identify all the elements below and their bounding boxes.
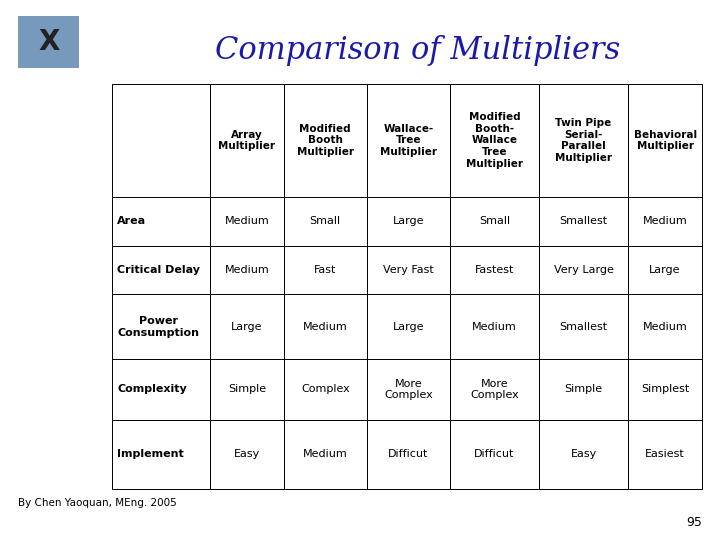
Bar [628,420,702,489]
Text: Medium: Medium [303,449,348,460]
Text: Simplest: Simplest [641,384,689,395]
Text: Critical Delay: Critical Delay [117,265,200,275]
Bar [450,84,539,197]
Text: Large: Large [392,322,424,332]
Bar [450,246,539,294]
Text: Comparison of Multipliers: Comparison of Multipliers [215,35,620,66]
Text: Medium: Medium [643,322,688,332]
Bar [628,359,702,420]
Text: Twin Pipe
Serial-
Parallel
Multiplier: Twin Pipe Serial- Parallel Multiplier [555,118,612,163]
Text: X: X [38,28,60,56]
Bar [18,16,79,68]
Bar [366,197,450,246]
Bar [628,84,702,197]
Text: Power
Consumption: Power Consumption [117,316,199,338]
Text: Fast: Fast [314,265,336,275]
Bar [450,197,539,246]
Text: Difficut: Difficut [388,449,428,460]
Bar [210,359,284,420]
Text: Fastest: Fastest [474,265,514,275]
Text: Large: Large [649,265,681,275]
Bar [112,246,210,294]
Bar [112,294,210,359]
Bar [284,294,366,359]
Text: By Chen Yaoquan, MEng. 2005: By Chen Yaoquan, MEng. 2005 [18,497,176,508]
Text: More
Complex: More Complex [470,379,519,400]
Text: Small: Small [479,217,510,226]
Bar [284,246,366,294]
Text: Medium: Medium [472,322,517,332]
Bar [539,420,628,489]
Bar [112,197,210,246]
Text: Modified
Booth
Multiplier: Modified Booth Multiplier [297,124,354,157]
Bar [210,246,284,294]
Bar [284,84,366,197]
Bar [539,84,628,197]
Text: Medium: Medium [303,322,348,332]
Bar [284,359,366,420]
Text: 95: 95 [686,516,702,529]
Bar [210,197,284,246]
Bar [539,359,628,420]
Text: Easiest: Easiest [645,449,685,460]
Bar [539,197,628,246]
Bar [210,294,284,359]
Bar [112,359,210,420]
Text: More
Complex: More Complex [384,379,433,400]
Text: Medium: Medium [225,265,269,275]
Bar [628,197,702,246]
Bar [450,294,539,359]
Text: Medium: Medium [225,217,269,226]
Bar [210,420,284,489]
Text: Easy: Easy [234,449,260,460]
Text: Difficut: Difficut [474,449,515,460]
Bar [112,420,210,489]
Text: Wallace-
Tree
Multiplier: Wallace- Tree Multiplier [380,124,437,157]
Bar [366,84,450,197]
Text: Very Large: Very Large [554,265,613,275]
Text: Modified
Booth-
Wallace
Tree
Multiplier: Modified Booth- Wallace Tree Multiplier [466,112,523,168]
Text: Simple: Simple [228,384,266,395]
Text: Array
Multiplier: Array Multiplier [218,130,276,151]
Text: Complexity: Complexity [117,384,187,395]
Bar [366,246,450,294]
Text: Large: Large [392,217,424,226]
Bar [450,359,539,420]
Bar [366,294,450,359]
Text: Small: Small [310,217,341,226]
Bar [284,420,366,489]
Text: Area: Area [117,217,146,226]
Text: Easy: Easy [570,449,597,460]
Bar [366,359,450,420]
Bar [284,197,366,246]
Bar [112,84,210,197]
Bar [210,84,284,197]
Text: Behavioral
Multiplier: Behavioral Multiplier [634,130,697,151]
Bar [628,294,702,359]
Bar [366,420,450,489]
Text: Complex: Complex [301,384,350,395]
Text: Medium: Medium [643,217,688,226]
Bar [450,420,539,489]
Text: Smallest: Smallest [559,217,608,226]
Bar [539,246,628,294]
Text: Smallest: Smallest [559,322,608,332]
Text: Implement: Implement [117,449,184,460]
Text: Large: Large [231,322,263,332]
Bar [539,294,628,359]
Text: Simple: Simple [564,384,603,395]
Text: Very Fast: Very Fast [383,265,433,275]
Bar [628,246,702,294]
